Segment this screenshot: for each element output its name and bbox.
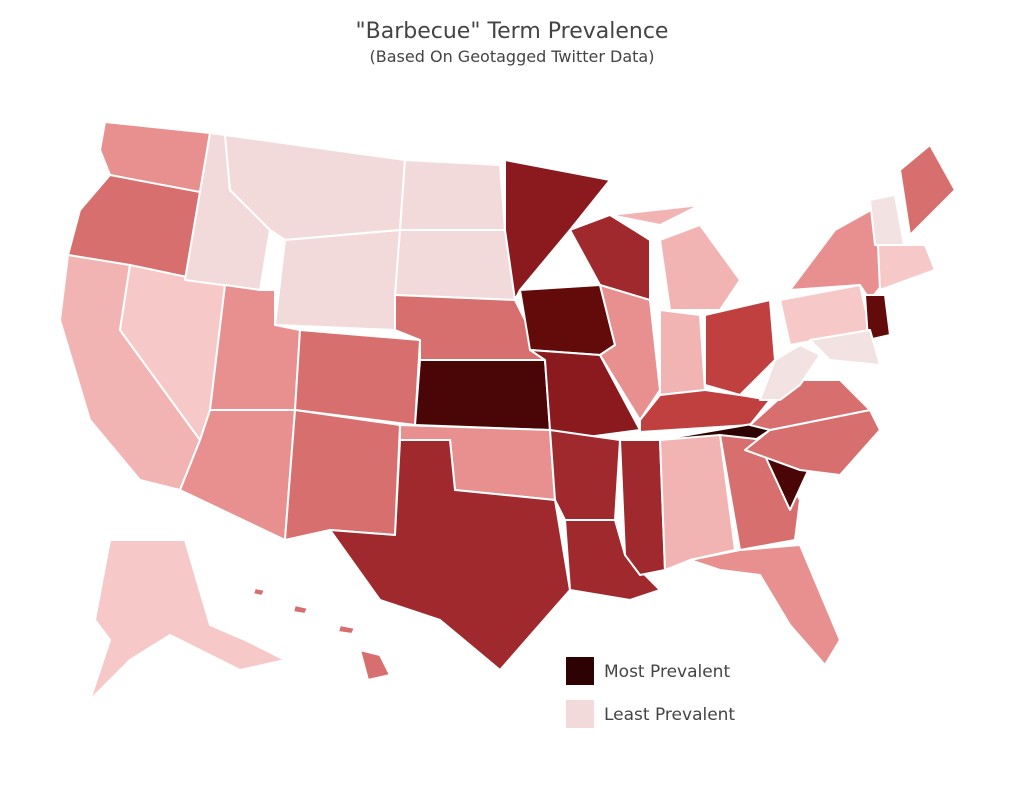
- state: [564, 519, 661, 601]
- state: [759, 344, 821, 401]
- state: [179, 409, 296, 541]
- legend: Most Prevalent Least Prevalent: [566, 657, 735, 728]
- state: [869, 194, 906, 251]
- state: [519, 284, 616, 356]
- state: [414, 359, 551, 431]
- legend-swatch: [566, 700, 594, 728]
- state: [394, 229, 516, 301]
- state: [659, 309, 706, 396]
- state: [329, 439, 571, 671]
- state: [549, 429, 621, 521]
- state: [659, 224, 741, 311]
- states: [59, 121, 956, 701]
- state: [619, 439, 666, 576]
- state: [399, 159, 506, 231]
- state: [89, 539, 286, 701]
- state: [294, 329, 421, 426]
- map-subtitle: (Based On Geotagged Twitter Data): [370, 47, 655, 66]
- state: [639, 389, 771, 433]
- state: [899, 144, 956, 236]
- legend-label: Least Prevalent: [604, 705, 735, 725]
- state: [809, 329, 881, 366]
- state: [337, 624, 356, 635]
- legend-swatch: [566, 657, 594, 685]
- state: [689, 544, 841, 666]
- state: [864, 294, 891, 341]
- state: [252, 587, 266, 597]
- state: [284, 409, 401, 541]
- state: [359, 649, 391, 681]
- map-title: "Barbecue" Term Prevalence: [356, 19, 669, 44]
- state: [704, 299, 776, 396]
- state: [274, 229, 401, 331]
- legend-label: Most Prevalent: [604, 662, 730, 682]
- state: [292, 604, 309, 615]
- state: [609, 204, 701, 226]
- state: [877, 244, 936, 291]
